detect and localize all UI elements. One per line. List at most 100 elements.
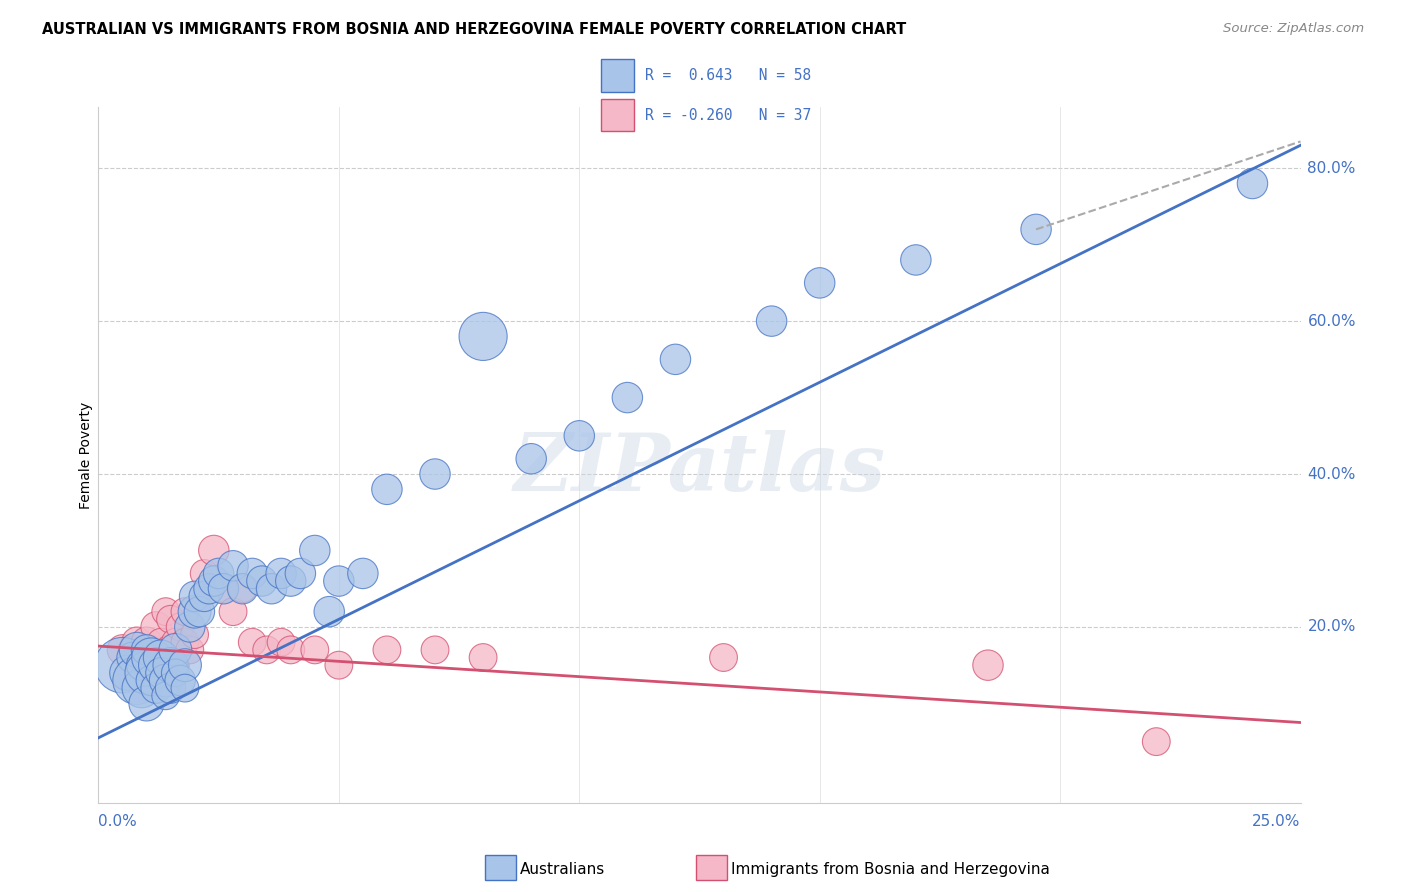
Text: 80.0%: 80.0% (1308, 161, 1355, 176)
Text: 60.0%: 60.0% (1308, 314, 1355, 328)
Point (125, 673, 148, 688)
Point (131, 650, 153, 665)
Point (169, 620, 191, 634)
Text: Australians: Australians (520, 863, 606, 877)
Point (141, 643, 163, 657)
Text: 25.0%: 25.0% (1253, 814, 1301, 830)
Point (222, 605, 245, 619)
Text: 20.0%: 20.0% (1308, 619, 1355, 634)
Point (159, 612, 181, 626)
Text: Source: ZipAtlas.com: Source: ZipAtlas.com (1223, 22, 1364, 36)
Point (174, 605, 197, 619)
Point (375, 483, 398, 497)
Point (202, 543, 225, 558)
Point (328, 658, 350, 673)
Point (117, 665, 139, 680)
Point (183, 605, 205, 619)
Point (183, 627, 205, 641)
Point (131, 681, 153, 695)
Point (664, 352, 686, 367)
Point (240, 635, 263, 649)
Point (121, 643, 143, 657)
Point (761, 314, 783, 328)
Point (280, 574, 302, 588)
Point (141, 650, 163, 665)
Point (145, 620, 167, 634)
Point (165, 658, 187, 673)
Bar (602, 99, 634, 131)
Point (111, 658, 134, 673)
Point (280, 643, 302, 657)
Point (183, 590, 205, 604)
Text: 0.0%: 0.0% (98, 814, 138, 830)
Point (304, 643, 326, 657)
Point (193, 590, 215, 604)
Point (141, 673, 163, 688)
Point (135, 697, 157, 711)
Point (250, 574, 273, 588)
Point (270, 566, 292, 581)
Point (290, 566, 312, 581)
Point (318, 605, 340, 619)
Point (135, 643, 157, 657)
Point (423, 467, 446, 481)
Text: ZIPatlas: ZIPatlas (513, 430, 886, 508)
Point (304, 543, 326, 558)
Point (1025, 222, 1047, 236)
Point (713, 650, 735, 665)
Point (111, 643, 134, 657)
Point (256, 643, 278, 657)
Point (131, 658, 153, 673)
Point (149, 650, 172, 665)
Point (188, 605, 211, 619)
Y-axis label: Female Poverty: Female Poverty (79, 401, 93, 508)
Point (232, 582, 254, 596)
Point (159, 681, 181, 695)
Text: AUSTRALIAN VS IMMIGRANTS FROM BOSNIA AND HERZEGOVINA FEMALE POVERTY CORRELATION : AUSTRALIAN VS IMMIGRANTS FROM BOSNIA AND… (42, 22, 907, 37)
Point (125, 643, 148, 657)
Point (202, 574, 225, 588)
Point (222, 558, 245, 573)
Text: 40.0%: 40.0% (1308, 467, 1355, 482)
Point (135, 635, 157, 649)
Point (121, 650, 143, 665)
Point (159, 658, 181, 673)
Point (149, 635, 172, 649)
Point (149, 665, 172, 680)
Point (375, 643, 398, 657)
Point (179, 620, 201, 634)
Point (169, 673, 191, 688)
Point (232, 582, 254, 596)
Point (145, 681, 167, 695)
Point (240, 566, 263, 581)
Point (260, 582, 283, 596)
Point (352, 566, 374, 581)
Point (212, 582, 235, 596)
Text: R = -0.260   N = 37: R = -0.260 N = 37 (645, 108, 811, 123)
Point (208, 566, 231, 581)
Point (135, 665, 157, 680)
Bar (602, 60, 634, 92)
Point (808, 276, 831, 290)
Text: Immigrants from Bosnia and Herzegovina: Immigrants from Bosnia and Herzegovina (731, 863, 1050, 877)
Point (145, 658, 167, 673)
Point (616, 391, 638, 405)
Point (423, 643, 446, 657)
Point (155, 673, 177, 688)
Point (520, 451, 543, 466)
Point (174, 658, 197, 673)
Point (174, 681, 197, 695)
Point (1144, 734, 1167, 748)
Point (904, 252, 927, 267)
Point (1241, 177, 1264, 191)
Point (472, 329, 495, 343)
Point (159, 643, 181, 657)
Point (135, 658, 157, 673)
Point (193, 566, 215, 581)
Point (165, 635, 187, 649)
Point (328, 574, 350, 588)
Point (198, 582, 221, 596)
Point (155, 689, 177, 703)
Point (977, 658, 1000, 673)
Point (270, 635, 292, 649)
